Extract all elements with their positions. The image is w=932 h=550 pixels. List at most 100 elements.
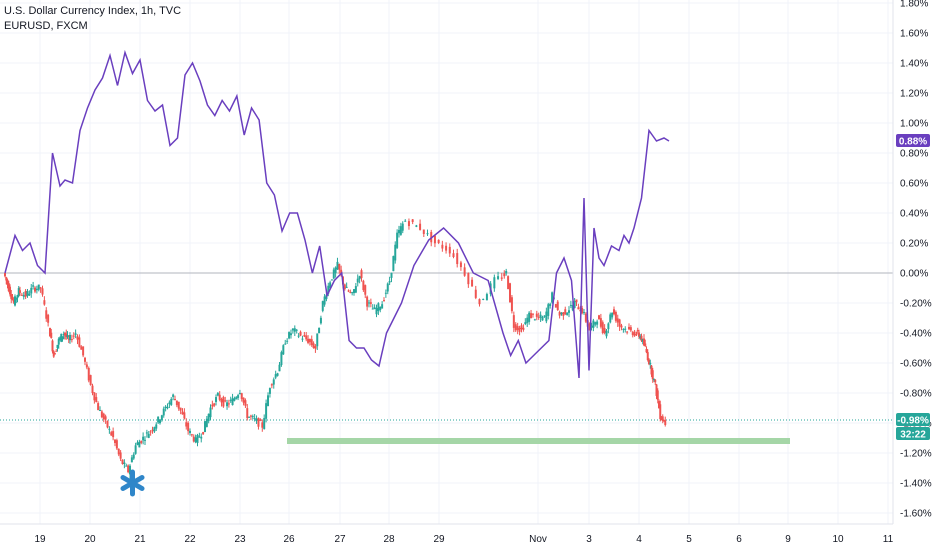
candle-up: [251, 416, 254, 418]
candle-down: [10, 294, 13, 299]
candle-down: [411, 219, 414, 222]
candle-up: [497, 276, 500, 279]
candle-up: [134, 445, 137, 454]
candle-up: [226, 402, 229, 407]
candle-down: [140, 440, 143, 443]
candle-up: [609, 314, 612, 323]
candle-down: [39, 287, 42, 289]
candle-down: [362, 280, 365, 291]
candle-down: [41, 288, 44, 295]
y-tick-label: 0.40%: [900, 209, 928, 220]
candle-down: [437, 239, 440, 243]
candle-up: [373, 307, 376, 309]
candle-down: [24, 290, 27, 297]
candle-up: [386, 283, 389, 292]
candle-down: [603, 328, 606, 333]
candle-up: [291, 328, 294, 331]
candle-down: [222, 397, 225, 407]
candle-up: [235, 397, 238, 399]
candle-up: [319, 317, 322, 324]
candle-up: [505, 271, 508, 274]
candle-up: [316, 333, 319, 347]
dxy-last-badge: 0.88%: [899, 137, 927, 148]
candle-up: [649, 362, 652, 365]
candle-down: [456, 253, 459, 265]
x-tick-label: 28: [383, 534, 395, 545]
candle-up: [37, 284, 40, 290]
candle-down: [181, 411, 184, 415]
candle-down: [554, 304, 557, 308]
candle-down: [537, 316, 540, 318]
candle-down: [34, 287, 36, 292]
candle-down: [220, 399, 223, 403]
candle-up: [286, 340, 289, 342]
candle-down: [620, 325, 623, 328]
y-tick-label: -1.60%: [900, 509, 932, 520]
candle-down: [518, 327, 521, 332]
y-tick-label: 1.60%: [900, 29, 928, 40]
candle-up: [159, 419, 161, 424]
candle-down: [407, 221, 410, 227]
candle-down: [312, 343, 315, 348]
candle-down: [202, 431, 205, 435]
y-tick-label: 0.20%: [900, 239, 928, 250]
candle-up: [129, 465, 131, 475]
candle-up: [549, 303, 552, 307]
candle-down: [369, 302, 372, 304]
candle-down: [509, 283, 512, 303]
candle-down: [192, 436, 195, 442]
candle-down: [100, 411, 103, 418]
candle-down: [656, 390, 659, 400]
x-tick-label: 29: [433, 534, 445, 545]
candle-up: [280, 352, 283, 366]
candle-up: [142, 436, 145, 441]
candle-down: [187, 422, 190, 432]
candle-down: [20, 294, 23, 296]
candle-up: [274, 374, 277, 378]
candle-up: [168, 402, 171, 405]
candle-up: [147, 433, 150, 438]
candle-down: [76, 336, 79, 340]
candle-up: [524, 322, 527, 325]
candle-down: [64, 332, 66, 336]
time-axis[interactable]: 19 20 21 22 23 26 27 28 29 Nov 3 4 5 6 9 10 11: [34, 534, 893, 545]
y-tick-label: -0.20%: [900, 299, 932, 310]
candle-up: [653, 378, 655, 380]
candle-down: [445, 245, 448, 251]
candle-down: [72, 335, 75, 337]
candle-down: [663, 420, 665, 422]
candle-down: [242, 397, 245, 403]
y-tick-label: 1.40%: [900, 59, 928, 70]
candle-down: [516, 326, 519, 331]
candle-down: [503, 273, 506, 277]
candle-down: [7, 283, 10, 292]
candle-up: [59, 337, 61, 339]
candle-up: [301, 338, 304, 340]
candle-down: [613, 309, 615, 315]
candle-down: [110, 432, 113, 436]
candle-up: [289, 333, 292, 336]
candle-down: [347, 290, 350, 292]
candle-up: [545, 311, 548, 322]
candle-down: [448, 246, 451, 254]
candle-down: [6, 279, 9, 285]
candle-down: [422, 229, 425, 234]
candle-up: [278, 364, 281, 372]
candle-up: [351, 292, 354, 294]
candle-down: [535, 313, 538, 317]
candle-up: [482, 298, 485, 300]
candle-down: [104, 416, 107, 420]
eurusd-last-badge: -0.98%: [897, 416, 929, 427]
candle-up: [215, 397, 218, 402]
price-axis[interactable]: 1.80% 1.60% 1.40% 1.20% 1.00% 0.80% 0.60% 0.40%…: [900, 0, 932, 520]
candle-down: [308, 338, 311, 343]
candle-up: [293, 328, 296, 332]
candle-up: [493, 277, 496, 289]
candle-up: [611, 312, 614, 318]
candle-down: [65, 333, 68, 337]
candle-up: [323, 296, 326, 305]
y-tick-label: 0.60%: [900, 179, 928, 190]
candle-down: [259, 419, 262, 421]
candle-down: [9, 286, 11, 295]
